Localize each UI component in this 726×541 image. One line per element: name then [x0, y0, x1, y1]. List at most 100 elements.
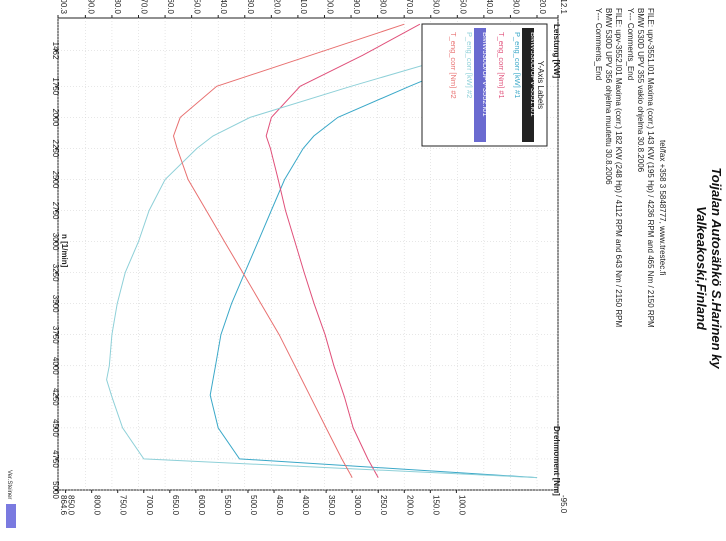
y-left-tick-label-group: 130.0 — [246, 0, 255, 15]
series-line-3 — [106, 23, 538, 479]
y-left-tick-label-group: 150.0 — [193, 0, 202, 15]
legend-item-bg — [458, 28, 470, 142]
y-right-tick-label: 350.0 — [327, 495, 336, 516]
series-line-4 — [172, 23, 405, 478]
xlabel: n [1/min] — [60, 234, 69, 268]
legend-title: Y-Axis Labels — [536, 61, 545, 109]
y-right-tick-label: 100.0 — [457, 495, 466, 516]
header-file2-comments: Y--- Comments_End — [594, 8, 603, 80]
y-left-tick-label: 150.0 — [193, 0, 202, 15]
y-right-tick-label-group: 800.0 — [93, 495, 102, 516]
x-tick-label-group: 1462 — [51, 42, 60, 60]
legend-item-label: BMW530D/UPV-3552.l01 — [481, 32, 490, 117]
legend-item-label: P_eng_corr [kW] #1 — [513, 32, 522, 98]
y-left-tick-label: 90.0 — [352, 0, 361, 15]
x-tick-label-group: 3500 — [51, 295, 60, 313]
header-title-line1: Toijalan Autosähkö S.Harinen ky — [709, 167, 724, 369]
x-tick-label-group: 2500 — [51, 171, 60, 189]
header-files-group: FILE: upv-3551.l01 Maxima (corr.) 143 KW… — [594, 8, 655, 328]
y-right-tick-label-group: 750.0 — [119, 495, 128, 516]
legend-item-group: T_eng_corr [Nm] #1 — [497, 32, 506, 99]
x-tick-label-group: 2000 — [51, 108, 60, 126]
y-right-tick-label-group: 500.0 — [249, 495, 258, 516]
x-tick-label: 3250 — [51, 264, 60, 282]
y-right-tick-label: 800.0 — [93, 495, 102, 516]
y-left-tick-label: 80.0 — [379, 0, 388, 15]
y-right-tick-label: 250.0 — [379, 495, 388, 516]
x-tick-label-group: 4750 — [51, 450, 60, 468]
y-left-tick-label-group: 190.0 — [86, 0, 95, 15]
x-tick-label-group: 3250 — [51, 264, 60, 282]
header-file2-desc: BMW 530D UPV 356 ohjelma muutettu 30.8.2… — [604, 8, 613, 185]
branding-group: Ver.Steiner — [6, 470, 12, 499]
y-right-tick-label: 200.0 — [405, 495, 414, 516]
legend-item-bg — [442, 28, 454, 142]
legend-item-group: BMW530D/UPV-3552.l01 — [481, 32, 490, 117]
ylabel-left: Leistung [KW] — [552, 24, 561, 79]
x-tick-label: 4250 — [51, 388, 60, 406]
y-left-tick-label: 190.0 — [86, 0, 95, 15]
y-right-tick-label-group: 650.0 — [171, 495, 180, 516]
y-right-tick-label: 500.0 — [249, 495, 258, 516]
legend-item-group: BMW530D/UPV-3551.l01 — [529, 32, 538, 117]
y-right-tick-label-group: 250.0 — [379, 495, 388, 516]
y-right-tick-label: 850.0 — [67, 495, 76, 516]
y-left-tick-label: 60.0 — [432, 0, 441, 15]
legend-item-bg — [522, 28, 534, 142]
header-file2: FILE: upv-3552.l01 Maxima (corr.) 182 KW… — [614, 8, 623, 327]
series-line-2 — [265, 23, 421, 478]
y-right-tick-label-group: 450.0 — [275, 495, 284, 516]
y-left-tick-label: 180.0 — [113, 0, 122, 15]
y-right-tick-label: 150.0 — [431, 495, 440, 516]
y-right-tick-label-group: 400.0 — [301, 495, 310, 516]
y-left-tick-label-group: 60.0 — [432, 0, 441, 15]
legend-item-bg — [490, 28, 502, 142]
series-layer — [106, 23, 538, 479]
corner-logo — [6, 504, 16, 528]
header-title-line2: Valkeakoski,Finland — [694, 206, 709, 331]
y-right-tick-label: 650.0 — [171, 495, 180, 516]
x-tick-label-group: 4250 — [51, 388, 60, 406]
y-right-tick-label: 864.6 — [59, 495, 68, 516]
x-tick-label-group: 4000 — [51, 357, 60, 375]
header-file1: FILE: upv-3551.l01 Maxima (corr.) 143 KW… — [646, 8, 655, 328]
ylabel-right: Drehmoment [Nm] — [552, 426, 561, 496]
x-tick-label-group: 3750 — [51, 326, 60, 344]
x-tick-label: 2750 — [51, 202, 60, 220]
y-right-tick-label-group: 700.0 — [145, 495, 154, 516]
y-left-tick-label: 200.3 — [59, 0, 68, 15]
legend-item-group: P_eng_corr [kW] #1 — [513, 32, 522, 98]
y-right-tick-label-group: 350.0 — [327, 495, 336, 516]
x-tick-label: 4750 — [51, 450, 60, 468]
header-info-group: tel/fax +358 3 5848777, www.trestec.fi — [658, 140, 667, 276]
x-tick-label: 2500 — [51, 171, 60, 189]
y-right-tick-label-group: 850.0 — [67, 495, 76, 516]
y-left-tick-label: 70.0 — [405, 0, 414, 15]
y-right-tick-label-group: 100.0 — [457, 495, 466, 516]
x-tick-label-group: 1750 — [51, 77, 60, 95]
y-right-tick-label: 450.0 — [275, 495, 284, 516]
y-right-tick-label: -95.0 — [559, 495, 568, 514]
y-left-tick-label: 50.0 — [458, 0, 467, 15]
x-tick-label: 1750 — [51, 77, 60, 95]
y-left-tick-label: 20.0 — [538, 0, 547, 15]
y-right-tick-label-group: 600.0 — [197, 495, 206, 516]
y-left-tick-label-group: 80.0 — [379, 0, 388, 15]
y-right-tick-label: 300.0 — [353, 495, 362, 516]
xlabel-group: n [1/min] — [60, 234, 69, 268]
legend-item-label: T_eng_corr [Nm] #1 — [497, 32, 506, 99]
x-tick-label-group: 2750 — [51, 202, 60, 220]
y-right-tick-label-group: 200.0 — [405, 495, 414, 516]
y-left-tick-label-group: 140.0 — [219, 0, 228, 15]
x-tick-label: 4000 — [51, 357, 60, 375]
y-left-tick-label-group: 120.0 — [272, 0, 281, 15]
x-tick-label-group: 3000 — [51, 233, 60, 251]
x-tick-label: 3500 — [51, 295, 60, 313]
y-left-tick-label-group: 30.0 — [511, 0, 520, 15]
y-left-tick-label-group: 170.0 — [139, 0, 148, 15]
y-left-tick-label-group: 90.0 — [352, 0, 361, 15]
y-left-tick-label-group: 110.0 — [299, 0, 308, 15]
y-right-tick-label: 550.0 — [223, 495, 232, 516]
x-tick-label: 3750 — [51, 326, 60, 344]
